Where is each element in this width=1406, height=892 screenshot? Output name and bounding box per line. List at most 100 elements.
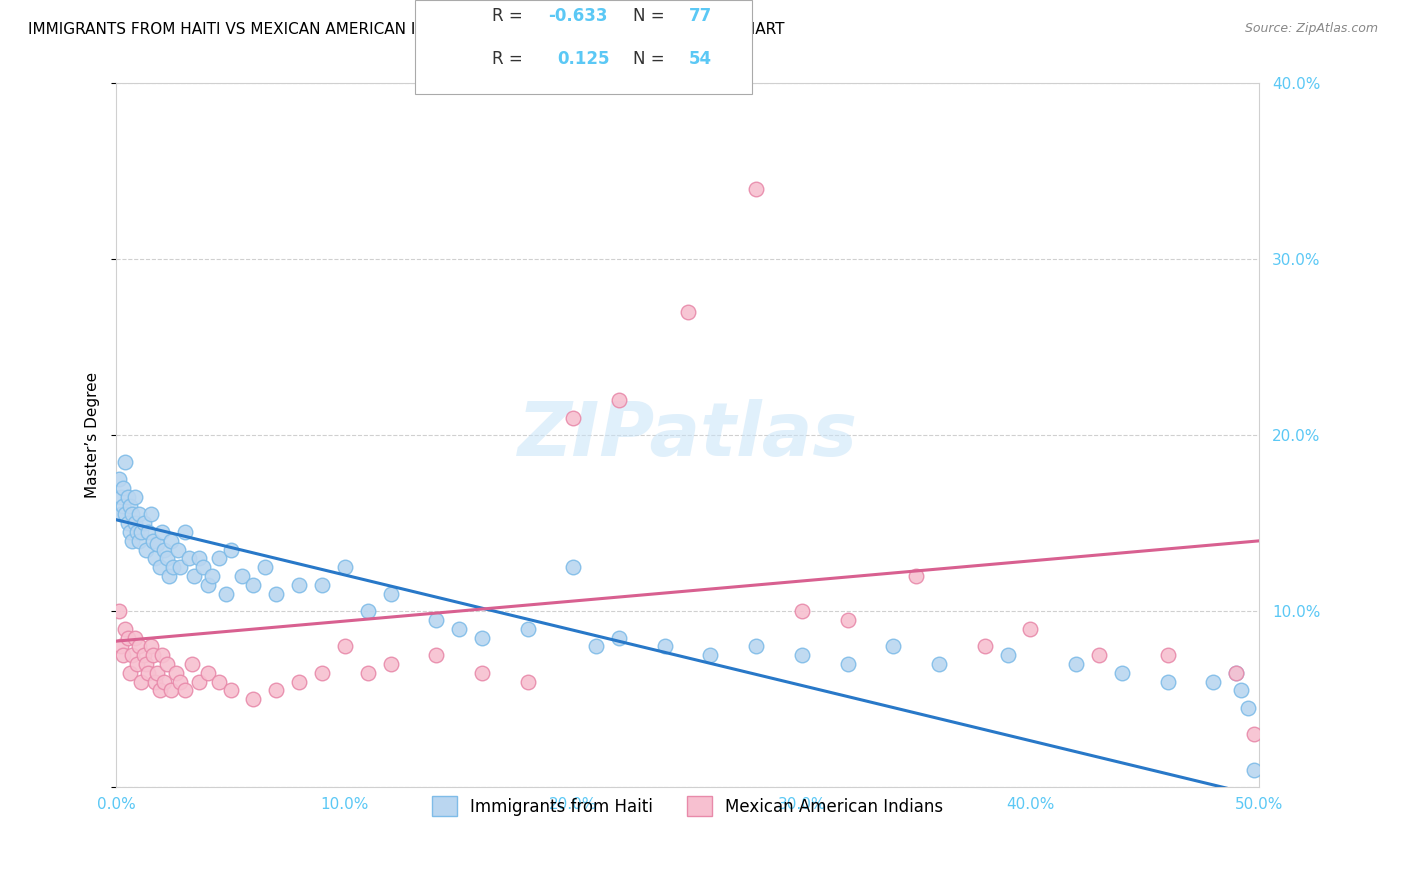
Point: [333, 560, 356, 574]
Point: [201, 569, 224, 583]
Point: [516, 674, 538, 689]
Point: [155, 551, 177, 566]
Point: [124, 516, 146, 531]
Point: [242, 692, 264, 706]
Point: [264, 683, 287, 698]
Point: [357, 665, 380, 680]
Point: [135, 542, 157, 557]
Text: 77: 77: [689, 7, 713, 25]
Point: [1064, 657, 1087, 671]
Point: [333, 640, 356, 654]
Point: [288, 578, 311, 592]
Point: [136, 665, 159, 680]
Point: [118, 665, 141, 680]
Point: [107, 472, 129, 486]
Point: [187, 551, 209, 566]
Point: [150, 524, 173, 539]
Point: [121, 533, 143, 548]
Point: [131, 524, 153, 539]
Point: [187, 674, 209, 689]
Point: [114, 622, 136, 636]
Point: [231, 569, 253, 583]
Point: [745, 640, 768, 654]
Point: [882, 640, 904, 654]
Point: [585, 640, 607, 654]
Point: [157, 569, 180, 583]
Point: [128, 640, 150, 654]
Point: [143, 551, 166, 566]
Point: [516, 622, 538, 636]
Legend: Immigrants from Haiti, Mexican American Indians: Immigrants from Haiti, Mexican American …: [423, 788, 952, 824]
Point: [790, 604, 813, 618]
Point: [183, 569, 205, 583]
Point: [132, 648, 155, 663]
Point: [142, 648, 165, 663]
Point: [1225, 665, 1247, 680]
Point: [562, 410, 585, 425]
Point: [1243, 727, 1265, 741]
Point: [1088, 648, 1111, 663]
Point: [167, 542, 190, 557]
Point: [131, 674, 153, 689]
Point: [179, 551, 201, 566]
Point: [160, 533, 183, 548]
Point: [149, 560, 172, 574]
Point: [997, 648, 1019, 663]
Point: [449, 622, 471, 636]
Point: [1236, 701, 1258, 715]
Point: [114, 508, 136, 522]
Point: [607, 393, 630, 408]
Point: [110, 640, 132, 654]
Point: [110, 490, 132, 504]
Point: [837, 613, 859, 627]
Text: 0.125: 0.125: [557, 50, 609, 68]
Point: [699, 648, 721, 663]
Point: [180, 657, 202, 671]
Point: [160, 683, 183, 698]
Point: [311, 665, 333, 680]
Point: [169, 560, 191, 574]
Point: [169, 674, 191, 689]
Point: [253, 560, 276, 574]
Point: [117, 631, 139, 645]
Point: [288, 674, 311, 689]
Point: [142, 533, 165, 548]
Point: [173, 683, 195, 698]
Point: [112, 481, 135, 495]
Point: [1019, 622, 1042, 636]
Point: [121, 648, 143, 663]
Text: N =: N =: [633, 50, 669, 68]
Point: [380, 587, 402, 601]
Point: [139, 508, 162, 522]
Point: [153, 542, 176, 557]
Point: [1202, 674, 1225, 689]
Text: Source: ZipAtlas.com: Source: ZipAtlas.com: [1244, 22, 1378, 36]
Point: [471, 665, 494, 680]
Point: [905, 569, 928, 583]
Text: IMMIGRANTS FROM HAITI VS MEXICAN AMERICAN INDIAN MASTER'S DEGREE CORRELATION CHA: IMMIGRANTS FROM HAITI VS MEXICAN AMERICA…: [28, 22, 785, 37]
Point: [837, 657, 859, 671]
Point: [110, 508, 132, 522]
Point: [242, 578, 264, 592]
Point: [124, 631, 146, 645]
Point: [676, 305, 699, 319]
Point: [311, 578, 333, 592]
Point: [191, 560, 214, 574]
Point: [425, 648, 447, 663]
Point: [208, 674, 231, 689]
Point: [125, 657, 148, 671]
Point: [162, 560, 184, 574]
Point: [149, 683, 172, 698]
Point: [153, 674, 176, 689]
Point: [562, 560, 585, 574]
Point: [118, 524, 141, 539]
Point: [118, 499, 141, 513]
Point: [124, 490, 146, 504]
Point: [1156, 674, 1178, 689]
Point: [264, 587, 287, 601]
Point: [425, 613, 447, 627]
Text: R =: R =: [492, 50, 533, 68]
Point: [173, 524, 195, 539]
Point: [1156, 648, 1178, 663]
Y-axis label: Master’s Degree: Master’s Degree: [86, 372, 100, 499]
